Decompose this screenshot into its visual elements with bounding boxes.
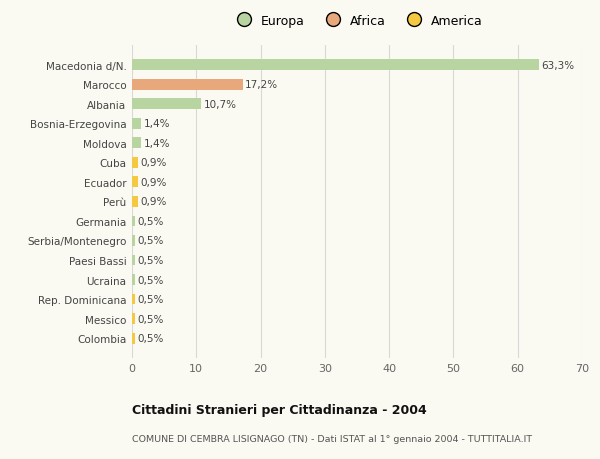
Text: Cittadini Stranieri per Cittadinanza - 2004: Cittadini Stranieri per Cittadinanza - 2… bbox=[132, 403, 427, 416]
Text: 0,5%: 0,5% bbox=[138, 295, 164, 304]
Bar bbox=[132, 235, 135, 246]
Bar bbox=[132, 118, 141, 129]
Bar bbox=[132, 138, 141, 149]
Text: 10,7%: 10,7% bbox=[203, 100, 236, 109]
Legend: Europa, Africa, America: Europa, Africa, America bbox=[231, 15, 483, 28]
Bar bbox=[132, 79, 242, 90]
Bar bbox=[132, 60, 539, 71]
Text: 0,5%: 0,5% bbox=[138, 256, 164, 265]
Text: 17,2%: 17,2% bbox=[245, 80, 278, 90]
Bar bbox=[132, 157, 138, 168]
Bar bbox=[132, 255, 135, 266]
Bar bbox=[132, 333, 135, 344]
Text: 0,5%: 0,5% bbox=[138, 314, 164, 324]
Text: 1,4%: 1,4% bbox=[143, 139, 170, 148]
Bar bbox=[132, 196, 138, 207]
Bar bbox=[132, 313, 135, 325]
Text: 0,9%: 0,9% bbox=[140, 197, 167, 207]
Text: 1,4%: 1,4% bbox=[143, 119, 170, 129]
Bar bbox=[132, 177, 138, 188]
Text: 0,5%: 0,5% bbox=[138, 334, 164, 343]
Text: 0,9%: 0,9% bbox=[140, 178, 167, 187]
Text: 63,3%: 63,3% bbox=[542, 61, 575, 70]
Text: 0,5%: 0,5% bbox=[138, 217, 164, 226]
Text: 0,5%: 0,5% bbox=[138, 275, 164, 285]
Text: 0,5%: 0,5% bbox=[138, 236, 164, 246]
Bar bbox=[132, 216, 135, 227]
Bar bbox=[132, 294, 135, 305]
Text: 0,9%: 0,9% bbox=[140, 158, 167, 168]
Text: COMUNE DI CEMBRA LISIGNAGO (TN) - Dati ISTAT al 1° gennaio 2004 - TUTTITALIA.IT: COMUNE DI CEMBRA LISIGNAGO (TN) - Dati I… bbox=[132, 434, 532, 442]
Bar bbox=[132, 99, 201, 110]
Bar bbox=[132, 274, 135, 285]
